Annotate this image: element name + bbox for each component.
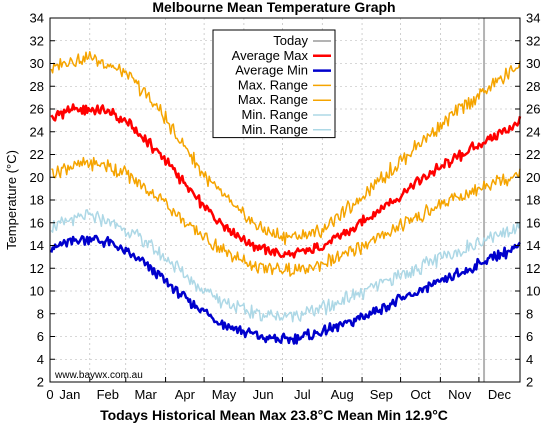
y-tick-label: 14 xyxy=(30,238,44,253)
y-tick-label: 26 xyxy=(30,102,44,117)
series-line-2 xyxy=(50,234,522,345)
legend-label: Min. Range xyxy=(242,122,308,137)
y-tick-label: 12 xyxy=(526,261,540,276)
y-tick-label: 22 xyxy=(526,147,540,162)
x-tick-label: Dec xyxy=(488,387,512,402)
y-tick-label: 14 xyxy=(526,238,540,253)
y-tick-label: 10 xyxy=(526,284,540,299)
x-origin-label: 0 xyxy=(46,387,53,402)
y-tick-label: 8 xyxy=(526,306,533,321)
chart-title: Melbourne Mean Temperature Graph xyxy=(152,0,395,15)
series-line-4 xyxy=(51,156,521,277)
y-tick-label: 2 xyxy=(37,375,44,390)
y-tick-label: 12 xyxy=(30,261,44,276)
y-tick-label: 4 xyxy=(526,352,533,367)
x-tick-label: Oct xyxy=(410,387,431,402)
x-tick-label: Aug xyxy=(331,387,354,402)
y-tick-label: 20 xyxy=(526,170,540,185)
x-tick-label: Feb xyxy=(97,387,119,402)
y-tick-label: 32 xyxy=(30,33,44,48)
y-tick-label: 34 xyxy=(526,11,540,26)
legend-label: Today xyxy=(273,33,308,48)
series-lines xyxy=(50,50,522,345)
y-tick-label: 24 xyxy=(30,124,44,139)
series-line-5 xyxy=(50,209,521,323)
legend-label: Max. Range xyxy=(238,92,308,107)
x-tick-label: Mar xyxy=(134,387,157,402)
legend-label: Min. Range xyxy=(242,107,308,122)
legend-label: Max. Range xyxy=(238,77,308,92)
y-tick-label: 20 xyxy=(30,170,44,185)
y-tick-label: 34 xyxy=(30,11,44,26)
series-line-3 xyxy=(50,50,521,246)
x-tick-label: Nov xyxy=(448,387,472,402)
y-tick-label: 10 xyxy=(30,284,44,299)
y-tick-label: 24 xyxy=(526,124,540,139)
legend-label: Average Min xyxy=(235,63,308,78)
y-tick-label: 30 xyxy=(526,56,540,71)
y-tick-label: 32 xyxy=(526,33,540,48)
x-axis-ticks: Jan Feb Mar Apr May Jun Jul Aug Sep Oct Nov Dec xyxy=(49,377,512,402)
y-tick-label: 22 xyxy=(30,147,44,162)
legend-label: Average Max xyxy=(232,48,309,63)
x-tick-label: Jun xyxy=(253,387,274,402)
y-tick-label: 26 xyxy=(526,102,540,117)
x-tick-label: Jan xyxy=(59,387,80,402)
y-tick-label: 30 xyxy=(30,56,44,71)
y-tick-label: 28 xyxy=(526,79,540,94)
y-tick-label: 18 xyxy=(526,193,540,208)
x-tick-label: Jul xyxy=(294,387,311,402)
x-tick-label: Sep xyxy=(370,387,393,402)
y-tick-label: 6 xyxy=(526,329,533,344)
y-tick-label: 16 xyxy=(30,215,44,230)
watermark: www.baywx.com.au xyxy=(54,370,143,381)
y-tick-label: 18 xyxy=(30,193,44,208)
legend-box xyxy=(212,29,336,139)
y-axis-label: Temperature (°C) xyxy=(4,150,19,250)
x-tick-label: May xyxy=(212,387,237,402)
series-line-1 xyxy=(50,103,522,259)
y-tick-label: 16 xyxy=(526,215,540,230)
y-tick-label: 6 xyxy=(37,329,44,344)
x-tick-label: Apr xyxy=(175,387,196,402)
y-tick-label: 4 xyxy=(37,352,44,367)
footer-summary: Todays Historical Mean Max 23.8°C Mean M… xyxy=(100,407,448,423)
y-tick-label: 8 xyxy=(37,306,44,321)
y-tick-label: 28 xyxy=(30,79,44,94)
y-tick-label: 2 xyxy=(526,375,533,390)
